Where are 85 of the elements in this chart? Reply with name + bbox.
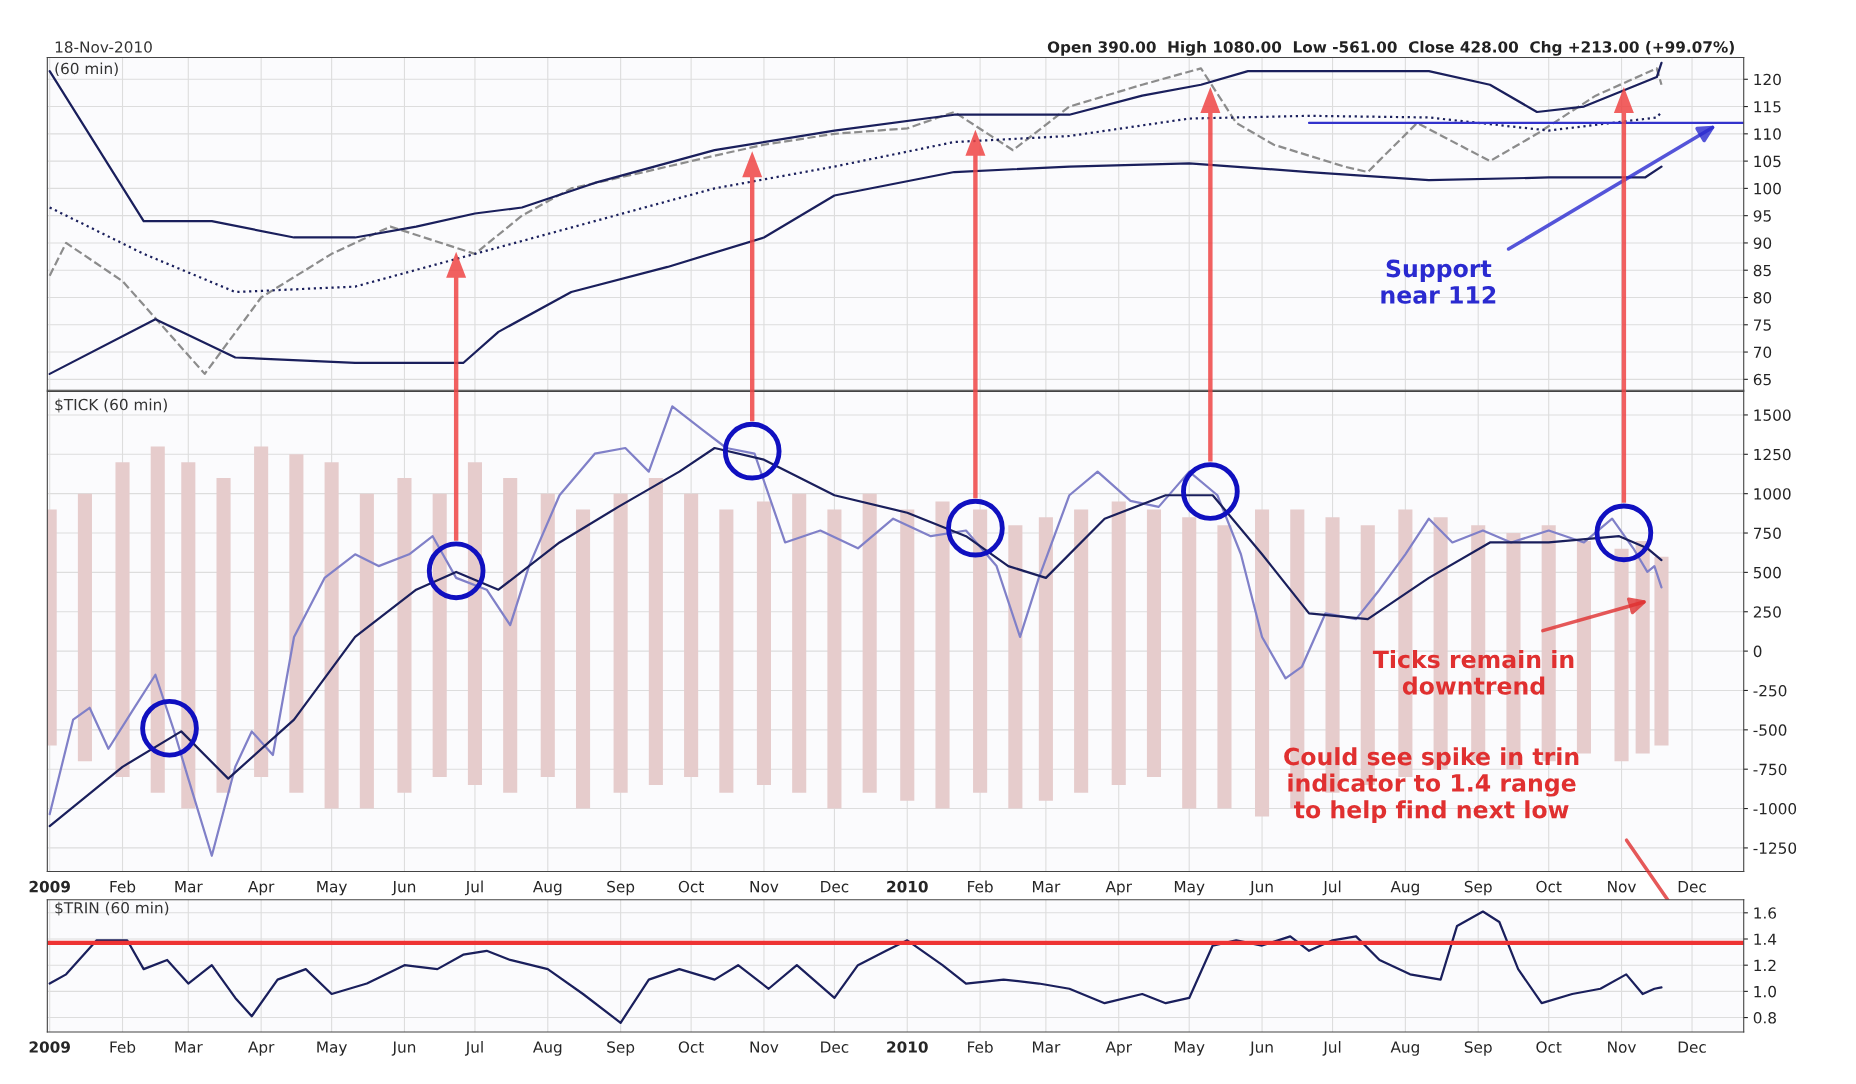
x-tick-label: Dec	[821, 1041, 849, 1053]
x-tick-label: Jun	[391, 1041, 416, 1056]
x-tick-label: Feb	[110, 1041, 136, 1053]
y-tick-label: 70	[1753, 346, 1772, 359]
x-tick-label: Mar	[175, 881, 203, 893]
y-tick-label: 120	[1754, 73, 1781, 86]
y-tick-label: 1250	[1754, 448, 1791, 461]
annotation: $TRIN (60 min)	[55, 901, 169, 916]
annotation: Support near 112	[1381, 259, 1496, 304]
y-tick-label: 80	[1753, 291, 1772, 304]
y-tick-label: 85	[1753, 264, 1771, 277]
x-tick-label: Apr	[248, 881, 275, 896]
x-tick-label: Jul	[1322, 880, 1341, 896]
x-tick-label: Sep	[1464, 880, 1492, 896]
y-tick-label: 65	[1753, 373, 1771, 386]
x-tick-label: Jul	[464, 880, 483, 896]
y-tick-label: 115	[1754, 101, 1781, 113]
x-tick-label: Sep	[607, 1041, 635, 1056]
y-tick-label: 1.6	[1754, 907, 1777, 919]
x-tick-label: May	[317, 1041, 347, 1056]
y-tick-label: 110	[1754, 128, 1781, 140]
x-tick-label: Sep	[1464, 1041, 1492, 1056]
x-tick-label: May	[1174, 1041, 1205, 1056]
x-tick-label: Dec	[821, 881, 849, 893]
x-tick-label: Jul	[1322, 1041, 1341, 1056]
y-tick-label: -750	[1753, 763, 1787, 776]
x-tick-label: Mar	[175, 1041, 203, 1053]
y-tick-label: 0.8	[1753, 1012, 1776, 1024]
x-tick-label: Apr	[1105, 881, 1132, 896]
x-tick-label: 2009	[29, 1041, 70, 1053]
chart-subtitle: Open 390.00 High 1080.00 Low -561.00 Close 428.00 Chg +213.00 (+99.07%)	[1047, 40, 1734, 56]
x-tick-label: Dec	[1678, 881, 1706, 893]
y-tick-label: -1000	[1753, 803, 1797, 815]
y-tick-label: 1000	[1754, 488, 1791, 500]
y-tick-label: 500	[1753, 566, 1781, 579]
annotation: (60 min)	[55, 62, 118, 77]
y-tick-label: -500	[1753, 724, 1787, 736]
x-tick-label: Nov	[750, 1041, 779, 1053]
x-tick-label: Feb	[968, 880, 993, 893]
x-tick-label: Aug	[1390, 1041, 1419, 1056]
x-tick-label: Aug	[532, 1041, 562, 1056]
y-tick-label: -1250	[1753, 842, 1797, 854]
y-tick-label: 750	[1753, 527, 1781, 540]
x-tick-label: Mar	[1032, 881, 1061, 893]
y-tick-label: 90	[1753, 237, 1772, 249]
annotation: Ticks remain in downtrend	[1372, 650, 1574, 695]
y-tick-label: 95	[1753, 210, 1771, 222]
x-tick-label: Jul	[464, 1041, 483, 1056]
x-tick-label: Mar	[1032, 1041, 1061, 1053]
x-tick-label: Jun	[1249, 881, 1273, 896]
x-tick-label: Oct	[678, 1041, 704, 1053]
x-tick-label: Feb	[968, 1041, 993, 1053]
y-tick-label: 1500	[1754, 409, 1791, 421]
x-tick-label: Aug	[1390, 881, 1419, 896]
y-tick-label: 1.0	[1754, 985, 1777, 998]
annotation: Could see spike in trin indicator to 1.4 range to help find next low	[1284, 747, 1579, 824]
annotation: $TICK (60 min)	[55, 398, 167, 413]
x-tick-label: Dec	[1678, 1041, 1706, 1053]
x-tick-label: Nov	[750, 881, 779, 893]
x-tick-label: Jun	[1249, 1041, 1273, 1056]
x-tick-label: Feb	[110, 880, 136, 893]
y-tick-label: 100	[1754, 182, 1781, 195]
x-tick-label: 2010	[887, 880, 928, 893]
x-tick-label: Oct	[1536, 880, 1562, 893]
x-tick-label: May	[1174, 881, 1205, 896]
y-tick-label: 75	[1753, 319, 1771, 331]
x-tick-label: Oct	[1536, 1041, 1562, 1053]
y-tick-label: 105	[1754, 155, 1781, 168]
x-tick-label: Jun	[391, 881, 416, 896]
x-tick-label: Oct	[678, 880, 704, 893]
x-tick-label: Nov	[1608, 881, 1636, 893]
y-tick-label: 0	[1753, 645, 1762, 658]
x-tick-label: Sep	[607, 880, 635, 896]
y-tick-label: -250	[1753, 684, 1787, 697]
y-tick-label: 1.4	[1754, 933, 1777, 945]
chart-title: 18-Nov-2010	[55, 41, 152, 53]
x-tick-label: 2010	[887, 1041, 928, 1053]
x-tick-label: May	[317, 881, 347, 896]
x-tick-label: 2009	[29, 880, 70, 893]
x-tick-label: Nov	[1608, 1041, 1636, 1053]
x-tick-label: Apr	[1105, 1041, 1132, 1056]
y-tick-label: 1.2	[1754, 959, 1776, 971]
x-tick-label: Aug	[532, 881, 562, 896]
y-tick-label: 250	[1753, 606, 1781, 618]
x-tick-label: Apr	[248, 1041, 275, 1056]
